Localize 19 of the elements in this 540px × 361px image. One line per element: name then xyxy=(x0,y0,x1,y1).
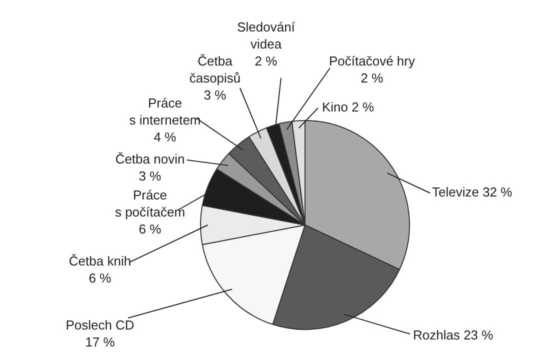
slice-label: Poslech CD xyxy=(66,318,134,333)
data-label: 3 % xyxy=(204,88,227,103)
slice-label: Práce s internetem xyxy=(129,96,201,128)
slice-label: Četba novin xyxy=(115,152,185,167)
data-label: 6 % xyxy=(88,270,112,286)
data-label: 2 % xyxy=(254,54,278,69)
data-label: 17 % xyxy=(85,334,116,350)
slice-label: Rozhlas 23 % xyxy=(413,328,494,343)
data-label: 3 % xyxy=(138,168,162,184)
slice-label: Četba časopisů xyxy=(189,54,241,86)
slice-label: Televize 32 % xyxy=(432,184,513,200)
slice-label: Sledování videa xyxy=(237,20,296,52)
data-label: 4 % xyxy=(154,130,177,145)
slice-label: Práce s počítačem xyxy=(114,188,186,220)
slice-label: Četba knih xyxy=(68,254,132,269)
data-label: 2 % xyxy=(360,70,384,86)
slice-label: Kino 2 % xyxy=(322,100,374,115)
data-label: 6 % xyxy=(138,222,162,237)
slice-label: Počítačové hry xyxy=(329,54,416,69)
